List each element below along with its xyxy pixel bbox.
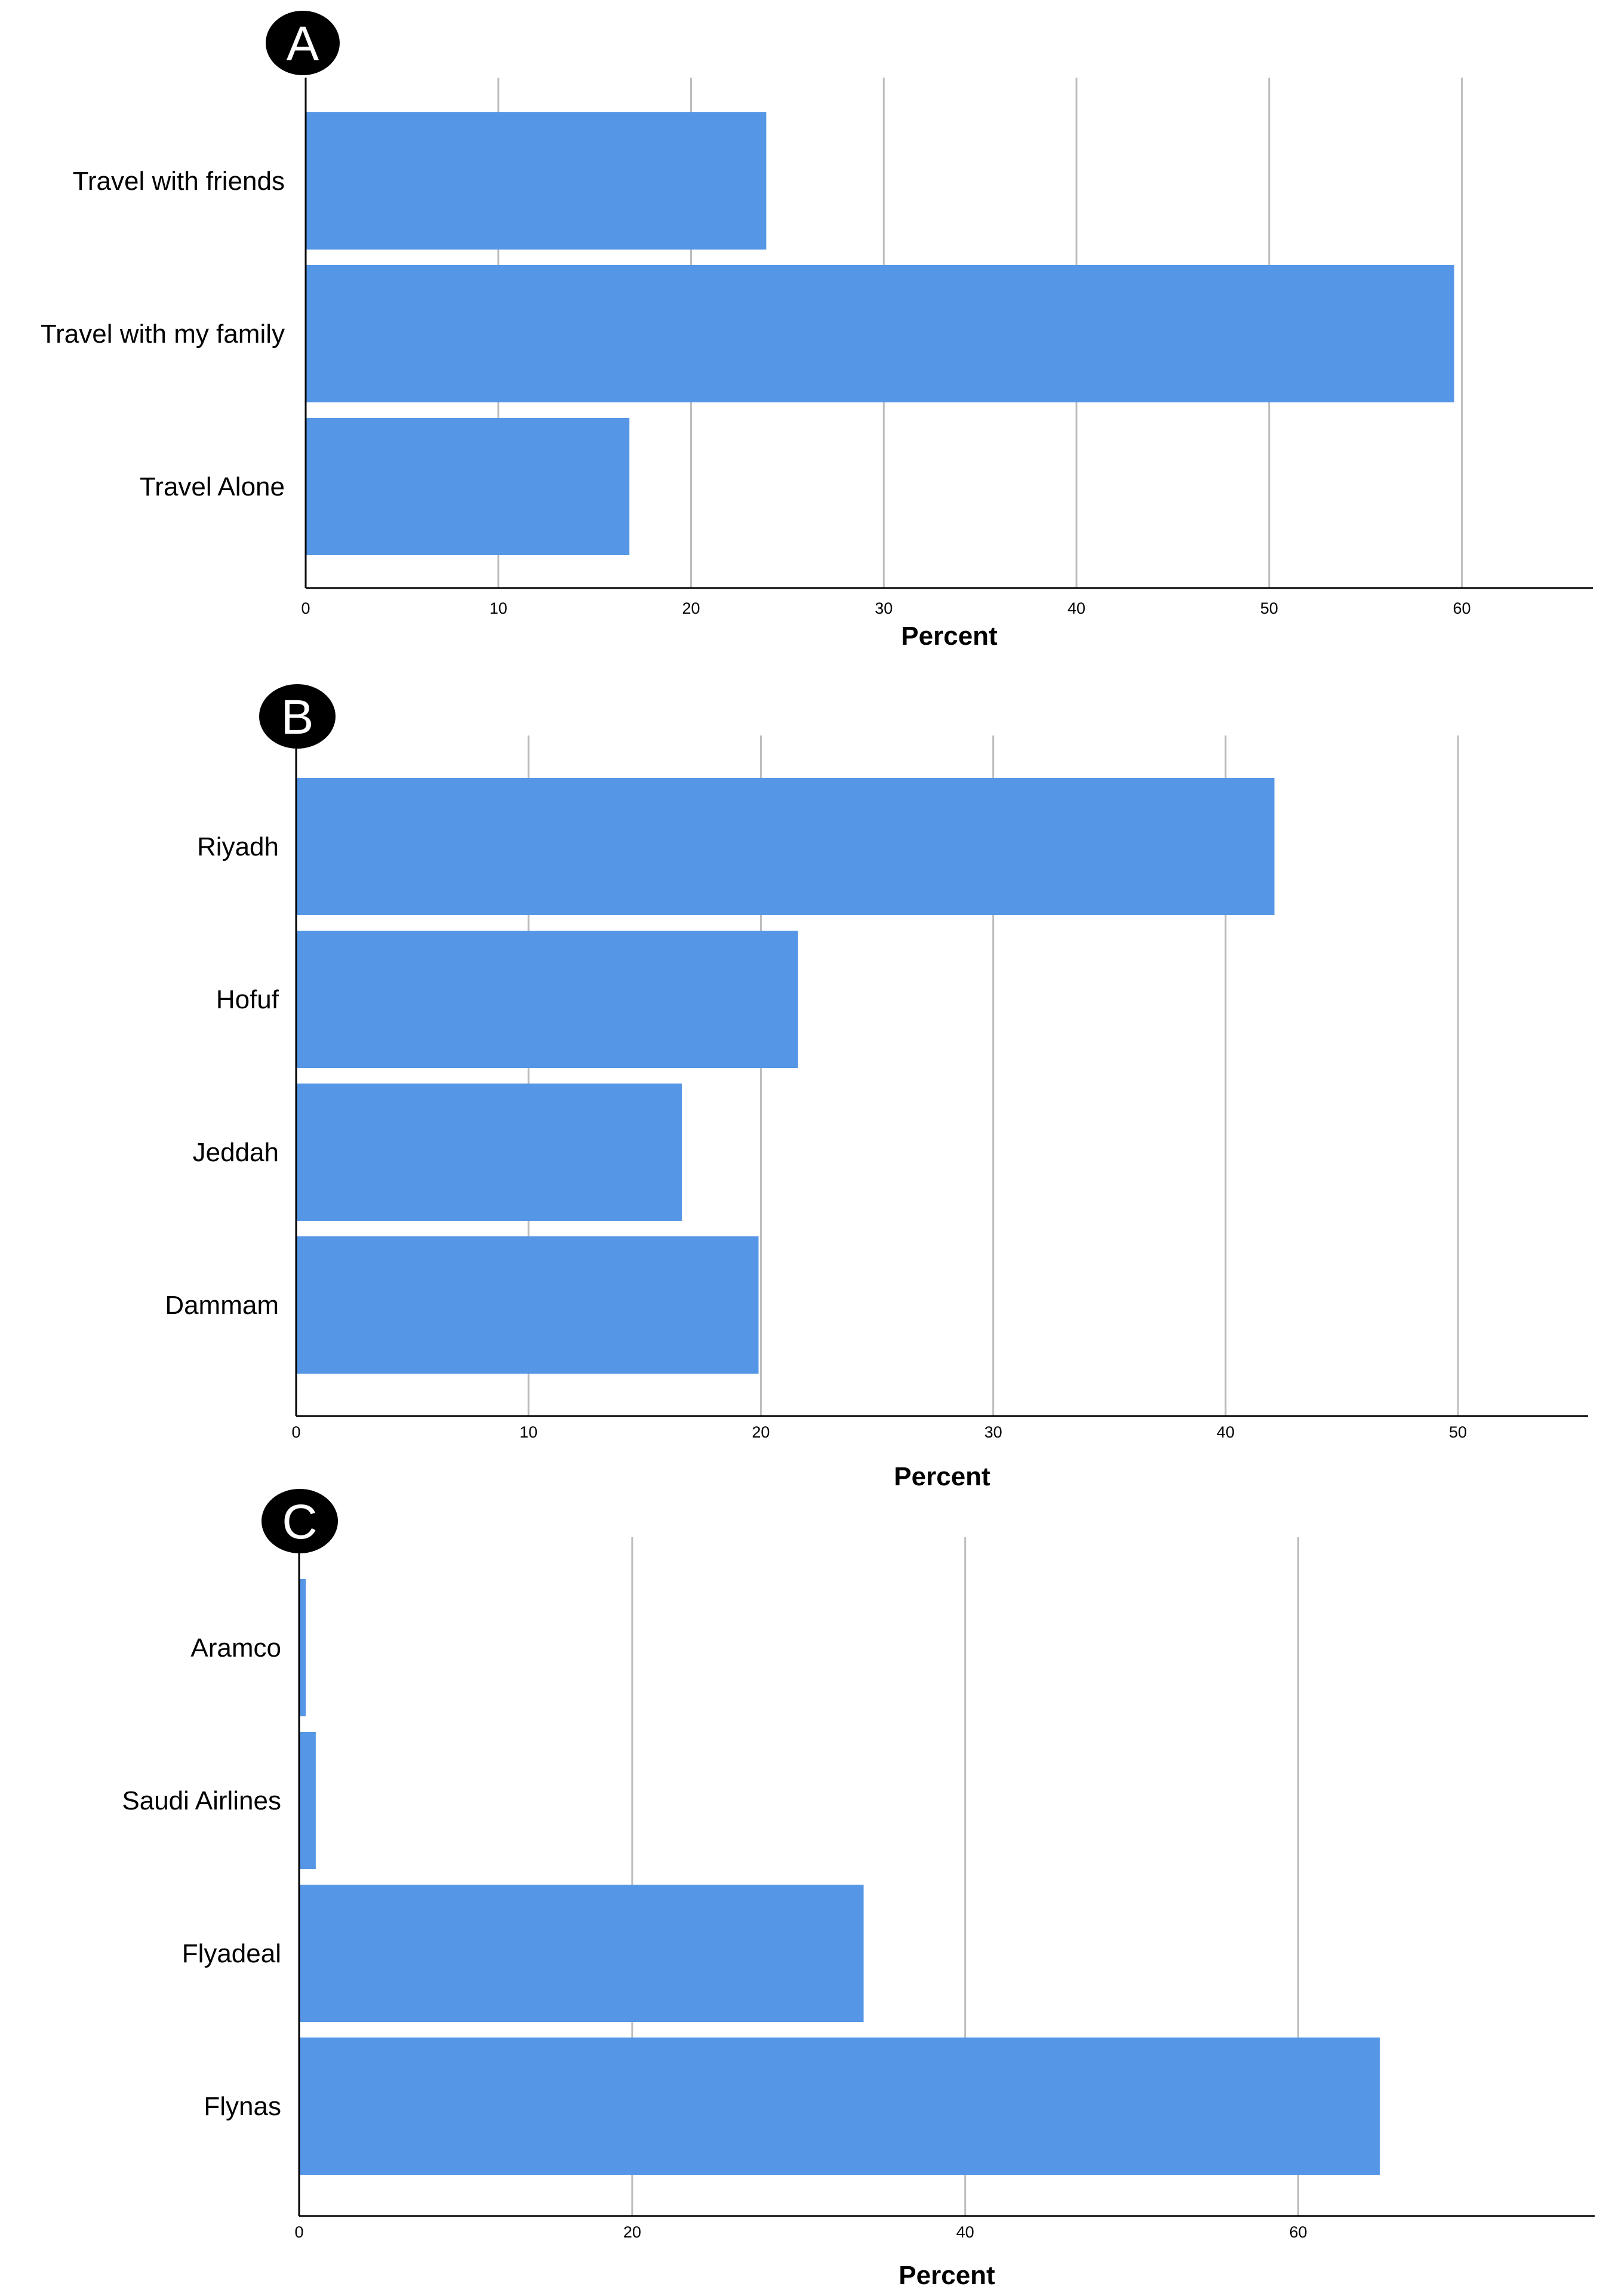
- panel-a-tick-labels: 0 10 20 30 40 50 60: [301, 599, 1470, 617]
- panel-c-badge-circle: [261, 1489, 338, 1553]
- panel-b-tick-label: 0: [291, 1423, 300, 1441]
- panel-a-tick-label: 0: [301, 599, 310, 617]
- panel-c-badge-letter: C: [282, 1495, 317, 1549]
- panel-b-x-axis-title: Percent: [894, 1462, 990, 1491]
- panel-b-bar: [296, 778, 1275, 915]
- panel-a-tick-label: 60: [1453, 599, 1471, 617]
- panel-c: Aramco Saudi Airlines Flyadeal Flynas 0 20 40…: [122, 1489, 1595, 2290]
- panel-b-category-label: Hofuf: [216, 985, 279, 1014]
- panel-b-badge-circle: [259, 684, 336, 749]
- panel-b-category-label: Dammam: [165, 1291, 279, 1320]
- panel-c-tick-label: 0: [294, 2223, 303, 2241]
- panel-a-tick-label: 40: [1067, 599, 1085, 617]
- panel-c-badge: C: [261, 1489, 338, 1553]
- panel-a: Travel with friends Travel with my family…: [41, 11, 1593, 651]
- panel-b-axes: [295, 735, 1588, 1417]
- panel-c-category-label: Aramco: [190, 1633, 281, 1663]
- panel-c-tick-label: 20: [623, 2223, 641, 2241]
- panel-c-axes: [298, 1537, 1595, 2217]
- panel-c-bars: [299, 1579, 1380, 2175]
- panel-b-category-label: Riyadh: [197, 832, 279, 861]
- panel-b-bar: [296, 931, 798, 1068]
- panel-b-tick-labels: 0 10 20 30 40 50: [291, 1423, 1467, 1441]
- panel-c-tick-labels: 0 20 40 60: [294, 2223, 1307, 2241]
- panel-c-tick-label: 60: [1289, 2223, 1307, 2241]
- panel-a-bar: [306, 265, 1454, 402]
- panel-a-x-axis-title: Percent: [901, 621, 998, 651]
- panel-a-tick-label: 10: [490, 599, 507, 617]
- panel-a-axes: [304, 78, 1593, 589]
- panel-a-bars: [306, 112, 1454, 555]
- panel-c-category-label: Saudi Airlines: [122, 1786, 281, 1815]
- panel-c-category-label: Flyadeal: [182, 1939, 281, 1968]
- panel-a-badge-circle: [266, 11, 340, 75]
- panel-b: Riyadh Hofuf Jeddah Dammam 0 10 20 30 40 50 Perc…: [165, 684, 1588, 1491]
- panel-c-bar: [299, 2038, 1380, 2175]
- panel-b-badge: B: [259, 684, 336, 749]
- panel-c-category-label: Flynas: [204, 2092, 281, 2121]
- panel-a-bar: [306, 418, 630, 555]
- panel-c-bar: [299, 1732, 316, 1869]
- panel-b-bars: [296, 778, 1275, 1374]
- panel-b-tick-label: 50: [1449, 1423, 1467, 1441]
- panel-a-category-label: Travel with my family: [41, 319, 285, 349]
- panel-c-category-labels: Aramco Saudi Airlines Flyadeal Flynas: [122, 1633, 281, 2121]
- panel-a-tick-label: 50: [1260, 599, 1278, 617]
- panel-b-tick-label: 10: [519, 1423, 537, 1441]
- panel-b-bar: [296, 1084, 682, 1221]
- panel-b-category-label: Jeddah: [193, 1138, 279, 1167]
- panel-a-bar: [306, 112, 767, 250]
- panel-a-category-label: Travel Alone: [140, 472, 285, 501]
- panel-c-bar: [299, 1885, 864, 2022]
- panel-c-bar: [299, 1579, 306, 1716]
- panel-a-tick-label: 30: [875, 599, 893, 617]
- panel-c-x-axis-title: Percent: [899, 2261, 995, 2290]
- panel-a-tick-label: 20: [682, 599, 700, 617]
- panel-b-tick-label: 30: [985, 1423, 1002, 1441]
- panel-a-category-labels: Travel with friends Travel with my family…: [41, 167, 285, 501]
- panel-b-category-labels: Riyadh Hofuf Jeddah Dammam: [165, 832, 279, 1320]
- panel-b-badge-letter: B: [281, 690, 314, 744]
- panel-c-tick-label: 40: [956, 2223, 974, 2241]
- panel-a-badge: A: [266, 11, 340, 75]
- panel-b-tick-label: 20: [752, 1423, 770, 1441]
- panel-a-badge-letter: A: [287, 17, 319, 71]
- panel-a-category-label: Travel with friends: [73, 167, 285, 196]
- panel-b-bar: [296, 1236, 759, 1374]
- panel-b-tick-label: 40: [1217, 1423, 1235, 1441]
